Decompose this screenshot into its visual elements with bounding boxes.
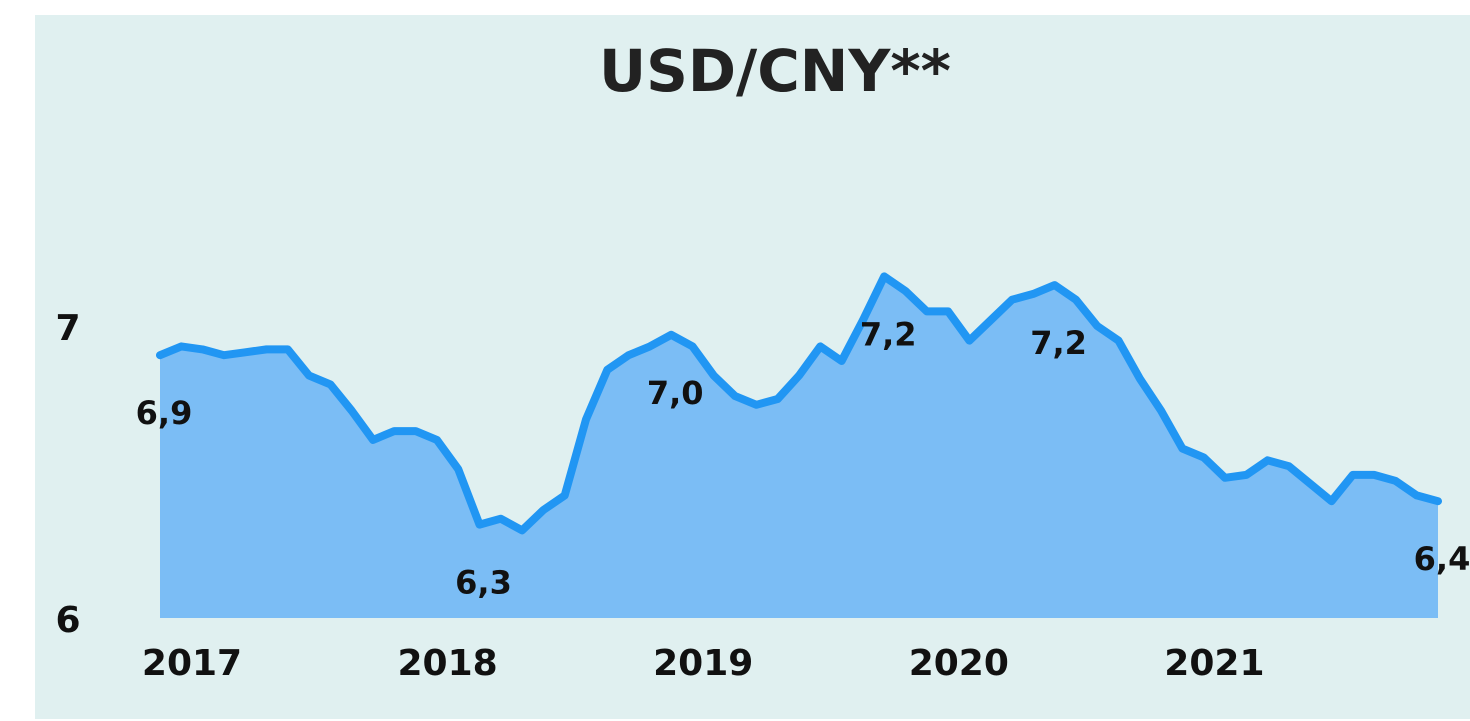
value-label: 6,4 bbox=[1414, 540, 1470, 578]
value-label: 7,2 bbox=[860, 315, 917, 353]
value-label: 7,0 bbox=[647, 374, 704, 412]
x-tick-label: 2020 bbox=[909, 643, 1009, 684]
y-tick-label: 7 bbox=[55, 308, 80, 349]
chart-title: USD/CNY** bbox=[599, 37, 951, 105]
area bbox=[160, 276, 1438, 618]
value-label: 6,9 bbox=[136, 394, 193, 432]
x-tick-label: 2019 bbox=[653, 643, 753, 684]
line bbox=[156, 272, 1442, 535]
y-tick-label: 6 bbox=[55, 600, 80, 641]
value-label: 6,3 bbox=[455, 564, 512, 602]
x-tick-label: 2018 bbox=[397, 643, 497, 684]
value-label: 7,2 bbox=[1030, 324, 1087, 362]
x-tick-label: 2017 bbox=[142, 643, 242, 684]
x-tick-label: 2021 bbox=[1164, 643, 1264, 684]
